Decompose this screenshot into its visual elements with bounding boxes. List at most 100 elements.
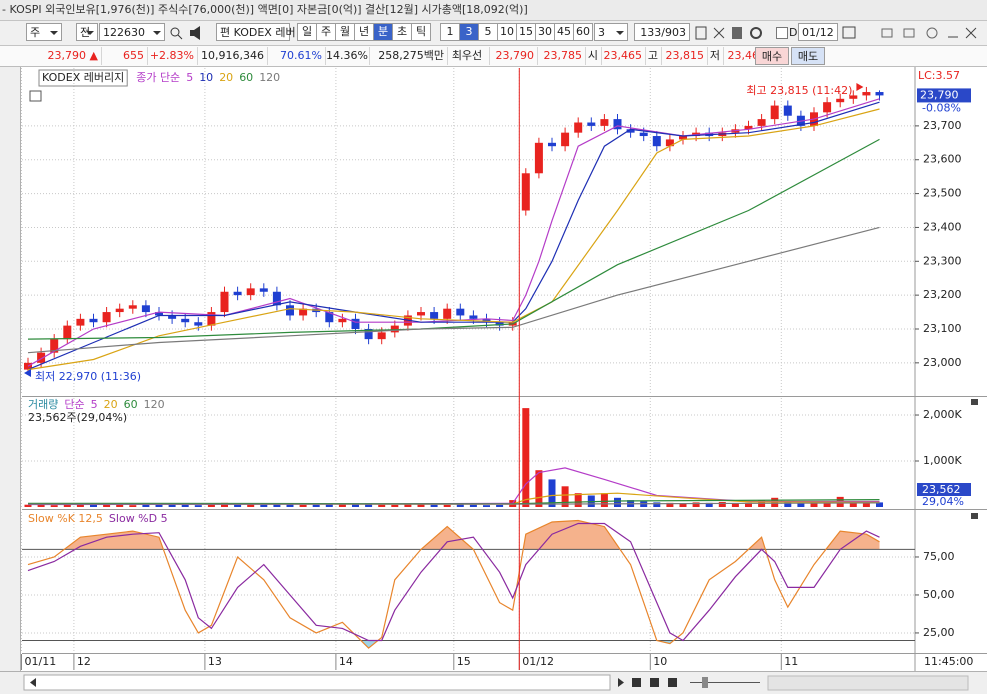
candle-body: [76, 318, 85, 326]
interval-button[interactable]: 1: [440, 23, 460, 41]
legend-entry: 5: [91, 398, 98, 411]
view-button[interactable]: 전: [76, 23, 98, 41]
tool-icons[interactable]: [694, 24, 774, 42]
volume-status: 23,562주(29,04%): [28, 411, 127, 424]
candle-body: [469, 315, 478, 319]
legend-entry: 60: [239, 71, 253, 84]
interval-button[interactable]: 30: [535, 23, 555, 41]
market-select[interactable]: 주: [26, 23, 62, 41]
candle-body: [181, 318, 190, 323]
y-tick-label: 25,00: [923, 626, 955, 639]
y-tick-label: 75,00: [923, 550, 955, 563]
window-icons[interactable]: [842, 25, 982, 41]
period-button[interactable]: 월: [335, 23, 355, 41]
toolbar-icons[interactable]: [168, 25, 212, 41]
panel-icon[interactable]: [971, 399, 978, 405]
period-button[interactable]: 분: [373, 23, 393, 41]
volume-bar: [823, 502, 831, 507]
period-button[interactable]: 초: [392, 23, 412, 41]
series-line: [27, 101, 880, 371]
x-tick-label: 01/12: [522, 655, 554, 668]
candle-body: [102, 312, 111, 323]
volume-bar: [404, 504, 412, 507]
period-button[interactable]: 주: [316, 23, 336, 41]
last-volume-box: [917, 483, 971, 496]
name-field[interactable]: 편 KODEX 레버: [216, 23, 296, 41]
volume-bar: [469, 504, 477, 507]
candle-body: [141, 305, 150, 313]
period-button[interactable]: 일: [297, 23, 317, 41]
candle-body: [443, 308, 452, 319]
legend-entry: 60: [124, 398, 138, 411]
series-line: [27, 138, 880, 340]
candle-body: [587, 122, 596, 126]
icon: [903, 28, 915, 38]
tool-strip: [767, 675, 969, 691]
series-line: [27, 499, 880, 505]
candle-body: [613, 119, 622, 130]
volume-bar: [378, 504, 386, 507]
interval-button[interactable]: 45: [554, 23, 574, 41]
y-tick-label: 50,00: [923, 588, 955, 601]
date-field[interactable]: 01/12: [798, 23, 838, 41]
legend-entry: 20: [219, 71, 233, 84]
table-icon[interactable]: [29, 90, 42, 102]
ask: 23,790: [490, 47, 538, 65]
interval-button[interactable]: 3: [459, 23, 479, 41]
x-tick-label: 10: [653, 655, 667, 668]
volume-bar: [90, 504, 97, 507]
scroll-track[interactable]: [23, 674, 611, 691]
open: 23,465: [602, 47, 646, 65]
volume-bar: [692, 502, 700, 507]
plot-background: [22, 67, 915, 654]
legend-entry: 10: [199, 71, 213, 84]
volume-bar: [325, 504, 333, 507]
candle-body: [299, 308, 308, 316]
candle-body: [600, 119, 609, 126]
high: 23,815: [662, 47, 708, 65]
count-select[interactable]: 3: [594, 23, 628, 41]
volume-bar: [234, 504, 242, 507]
volume-bar: [496, 504, 504, 507]
count-field: 133/903: [634, 23, 690, 41]
candle-body: [377, 332, 386, 340]
candle-body: [849, 95, 858, 99]
interval-button[interactable]: 15: [516, 23, 536, 41]
candle-body: [24, 362, 32, 370]
y-tick-label: 23,000: [923, 356, 962, 369]
calendar-icon: [842, 26, 856, 39]
candle-body: [652, 136, 661, 147]
x-tick-label: 14: [339, 655, 353, 668]
checkbox[interactable]: [776, 27, 788, 39]
last-change: -0.08%: [922, 101, 961, 114]
buy-button[interactable]: 매수: [755, 47, 789, 65]
period-button[interactable]: 틱: [411, 23, 431, 41]
icon: [732, 27, 742, 39]
volume-bar: [561, 486, 569, 507]
sell-button[interactable]: 매도: [791, 47, 825, 65]
overbought-area: [28, 520, 880, 550]
icon: [695, 26, 707, 40]
candle-body: [417, 312, 425, 316]
interval-button[interactable]: 5: [478, 23, 498, 41]
volume-bar: [876, 502, 883, 507]
volume-bar: [548, 479, 556, 507]
volume-bar: [483, 505, 490, 507]
legend-prefix: 종가 단순: [136, 71, 180, 84]
volume-bar: [666, 502, 674, 507]
volume-bar: [535, 470, 543, 507]
volume-bar: [273, 504, 281, 507]
interval-button[interactable]: 10: [497, 23, 517, 41]
interval-button[interactable]: 60: [573, 23, 593, 41]
amount: 258,275백만: [370, 47, 448, 65]
panel-icon[interactable]: [971, 513, 978, 519]
volume-bar: [784, 501, 792, 507]
icon: [750, 27, 762, 39]
scroll-controls[interactable]: [0, 672, 987, 694]
period-button[interactable]: 년: [354, 23, 374, 41]
code-input[interactable]: 122630: [99, 23, 165, 41]
legend-entry: Slow %D 5: [109, 512, 168, 525]
y-tick-label: 23,100: [923, 322, 962, 335]
